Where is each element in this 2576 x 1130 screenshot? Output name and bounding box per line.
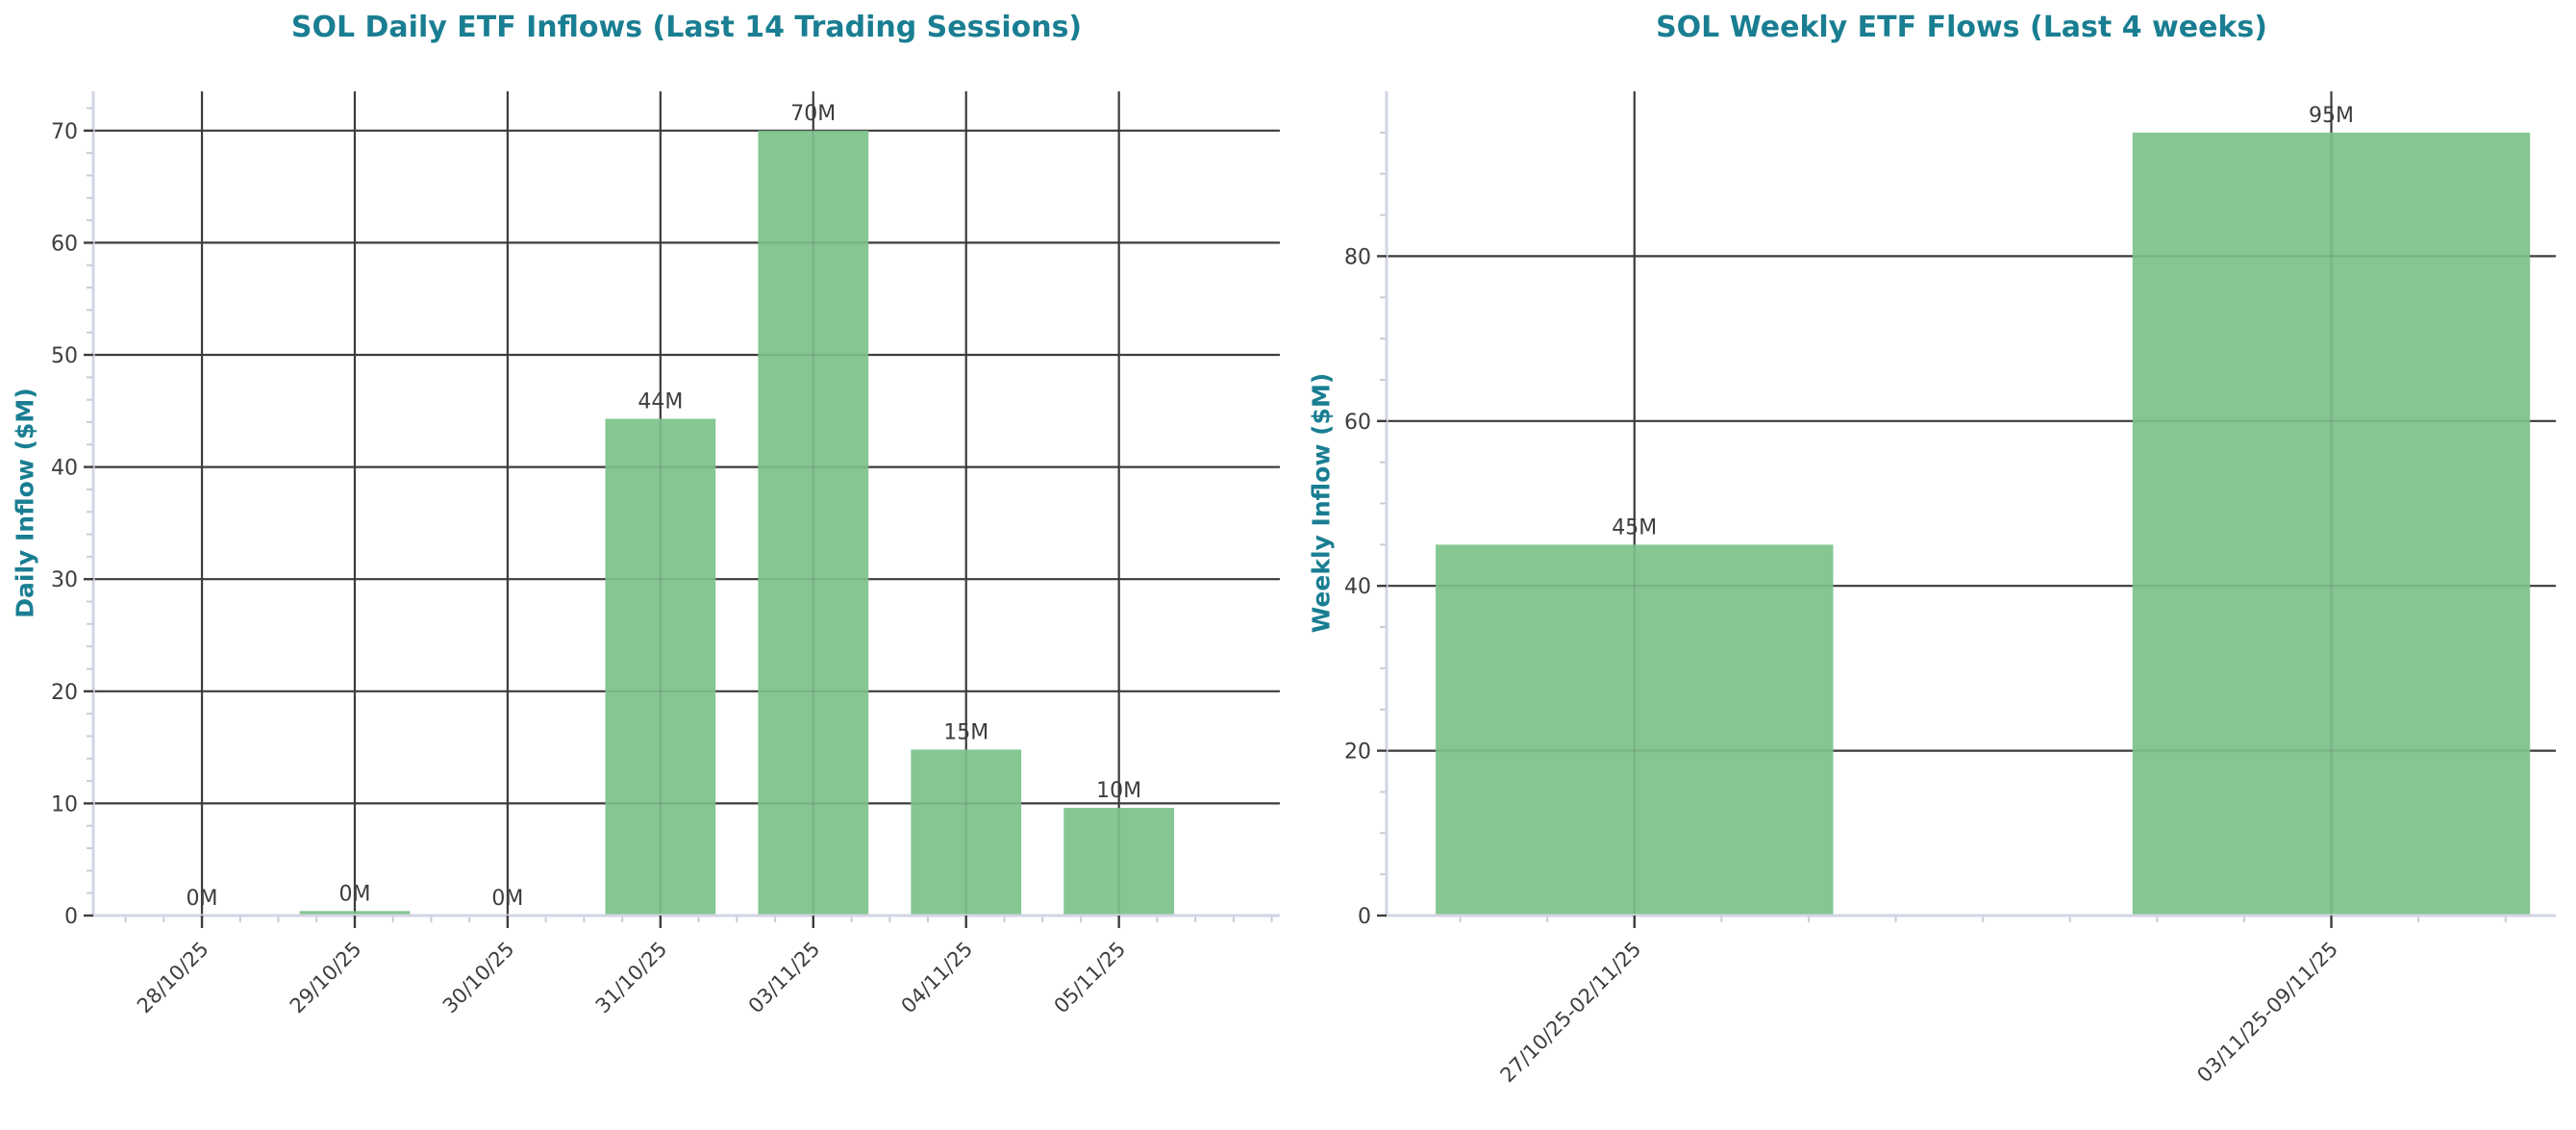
bar (758, 130, 869, 917)
bar-value-label: 95M (2309, 104, 2354, 128)
bar-value-label: 15M (943, 720, 988, 744)
weekly-chart-title: SOL Weekly ETF Flows (Last 4 weeks) (1656, 11, 2267, 44)
daily-y-axis-label: Daily Inflow ($M) (11, 388, 39, 618)
bar (605, 418, 716, 916)
x-tick-label: 03/11/25-09/11/25 (2192, 938, 2342, 1088)
bar (1063, 808, 1175, 916)
y-tick-label: 60 (1344, 411, 1371, 435)
bar-value-label: 0M (491, 887, 523, 911)
y-tick-label: 50 (51, 344, 78, 368)
y-tick-label: 80 (1344, 245, 1371, 269)
bar-value-label: 0M (338, 882, 370, 906)
y-tick-label: 30 (51, 568, 78, 592)
bar (2132, 132, 2531, 917)
weekly-y-axis-label: Weekly Inflow ($M) (1307, 372, 1336, 634)
bar-value-label: 45M (1612, 515, 1657, 540)
y-tick-label: 40 (51, 457, 78, 481)
y-tick-label: 0 (1358, 905, 1371, 929)
x-tick-label: 27/10/25-02/11/25 (1496, 938, 1646, 1088)
y-tick-label: 70 (51, 120, 78, 144)
bar (1436, 544, 1834, 916)
bar (911, 749, 1022, 916)
bar (299, 911, 411, 916)
y-tick-label: 20 (1344, 741, 1371, 765)
daily-chart-title: SOL Daily ETF Inflows (Last 14 Trading S… (290, 11, 1083, 44)
y-tick-label: 60 (51, 232, 78, 256)
bar-value-label: 70M (790, 102, 836, 126)
bar-value-label: 44M (638, 389, 683, 414)
y-tick-label: 10 (51, 792, 78, 816)
y-tick-label: 40 (1344, 575, 1371, 599)
y-tick-label: 20 (51, 681, 78, 705)
bar-value-label: 0M (187, 887, 218, 911)
bar-value-label: 10M (1096, 779, 1141, 803)
y-tick-label: 0 (64, 905, 78, 929)
